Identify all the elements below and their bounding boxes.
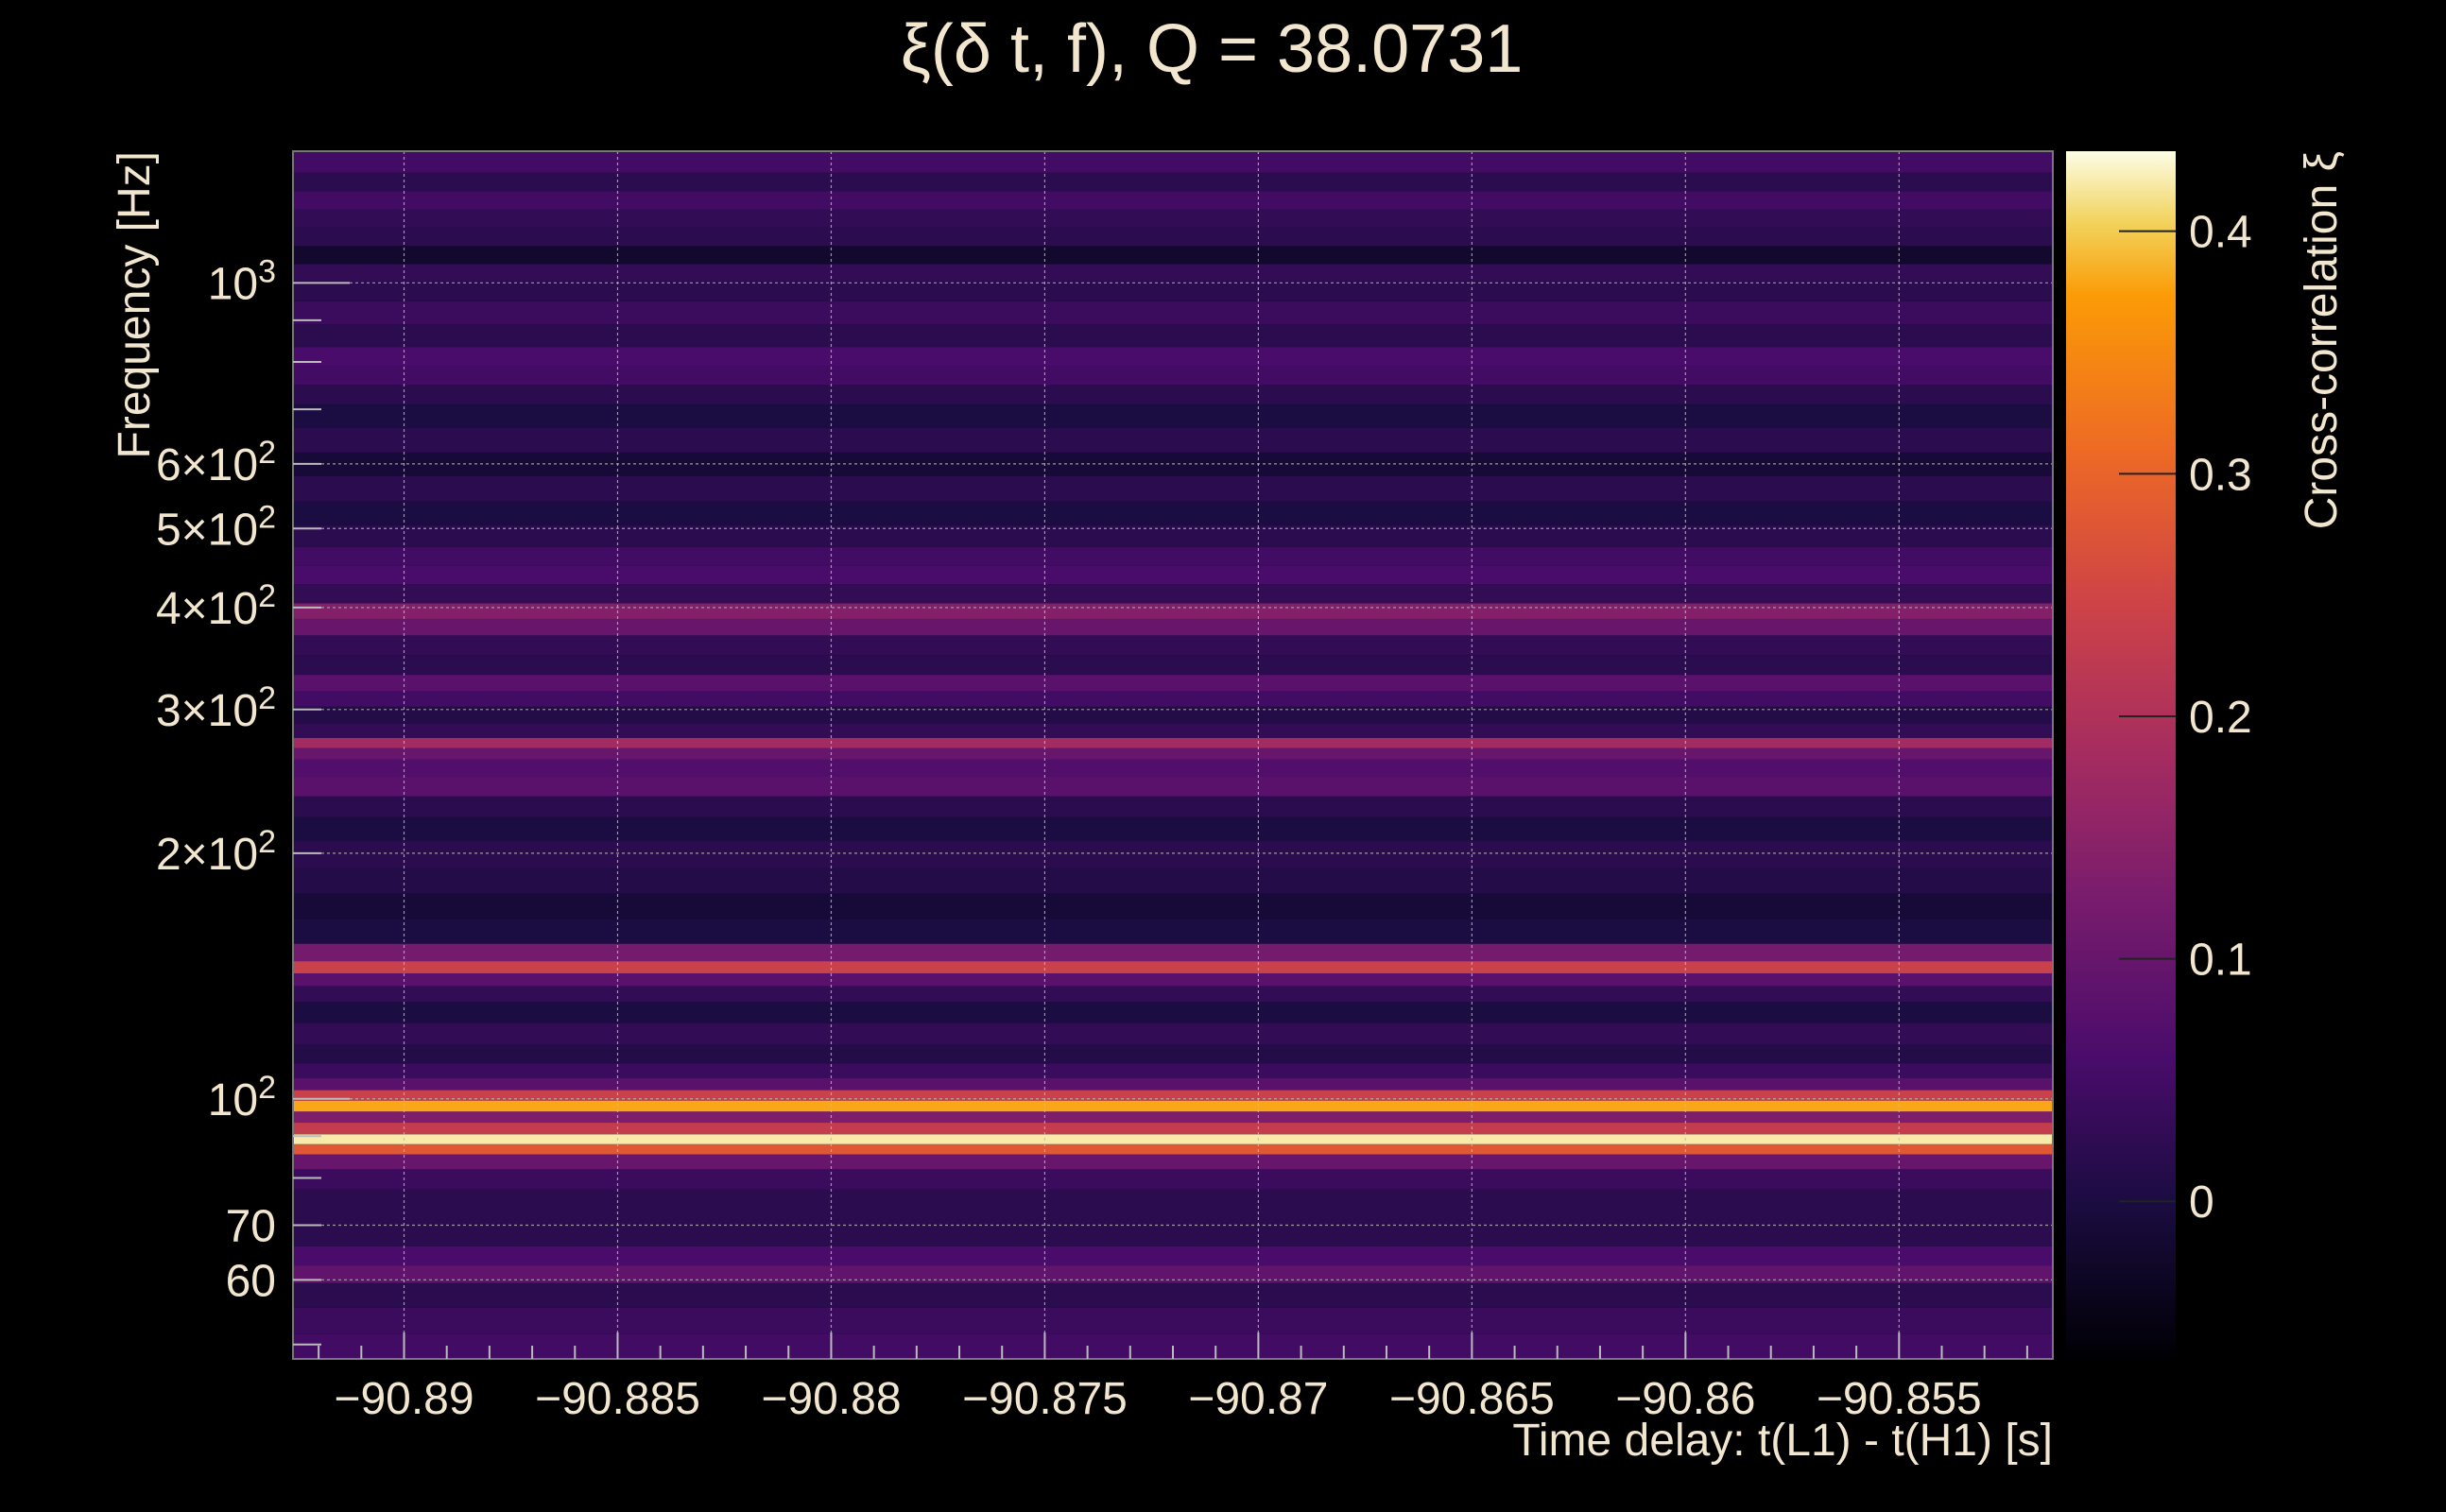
heatmap-band [293, 246, 2053, 265]
heatmap-band [293, 584, 2053, 604]
heatmap-band [293, 1022, 2053, 1045]
heatmap-band [293, 1154, 2053, 1170]
heatmap-band [293, 973, 2053, 987]
x-axis-label: Time delay: t(L1) - t(H1) [s] [1512, 1416, 2053, 1466]
heatmap-band [293, 385, 2053, 404]
x-axis: −90.89 −90.885 −90.88 −90.875 −90.87 −90.865 −… [318, 1332, 2028, 1424]
heatmap-band [293, 172, 2053, 192]
y-tick-label: 60 [226, 1256, 276, 1306]
heatmap-band [293, 1265, 2053, 1283]
heatmap-band [293, 565, 2053, 585]
heatmap-band [293, 1134, 2053, 1144]
colorbar-tick-label: 0.3 [2189, 450, 2252, 500]
heatmap-band [293, 776, 2053, 797]
heatmap-band [293, 191, 2053, 210]
heatmap-band [293, 1044, 2053, 1064]
heatmap-band [293, 675, 2053, 692]
x-tick-label: −90.89 [334, 1374, 474, 1424]
heatmap-band [293, 986, 2053, 1003]
heatmap-band [293, 1063, 2053, 1078]
grid-lines [293, 151, 2053, 1359]
heatmap-band [293, 366, 2053, 386]
heatmap-band [293, 209, 2053, 228]
colorbar-tick-label: 0 [2189, 1177, 2214, 1228]
heatmap-band [293, 603, 2053, 619]
heatmap-band [293, 501, 2053, 525]
y-tick-label: 3×102 [156, 680, 276, 736]
colorbar [2066, 151, 2176, 1359]
heatmap-band [293, 1002, 2053, 1023]
colorbar-axis: 0 0.1 0.2 0.3 0.4 [2119, 208, 2252, 1228]
heatmap-band [293, 1307, 2053, 1334]
heatmap-band [293, 1111, 2053, 1124]
x-tick-label: −90.88 [761, 1374, 901, 1424]
x-tick-label: −90.855 [1817, 1374, 1982, 1424]
heatmap-band [293, 943, 2053, 962]
heatmap-band [293, 324, 2053, 348]
x-tick-label: −90.865 [1389, 1374, 1555, 1424]
y-tick-label: 6×102 [156, 435, 276, 490]
heatmap-band [293, 227, 2053, 247]
x-tick-label: −90.885 [535, 1374, 700, 1424]
y-tick-label: 5×102 [156, 499, 276, 555]
heatmap-band [293, 1282, 2053, 1308]
y-tick-label: 102 [208, 1070, 276, 1125]
heatmap-band [293, 281, 2053, 301]
y-tick-label: 2×102 [156, 824, 276, 880]
heatmap-band [293, 475, 2053, 502]
colorbar-tick-label: 0.4 [2189, 208, 2252, 258]
heatmap-band [293, 618, 2053, 636]
heatmap-band [293, 867, 2053, 894]
x-tick-label: −90.87 [1188, 1374, 1328, 1424]
heatmap-band [293, 796, 2053, 817]
heatmap-band [293, 655, 2053, 676]
heatmap-band [293, 759, 2053, 777]
heatmap-band [293, 635, 2053, 656]
y-tick-label: 70 [226, 1202, 276, 1252]
heatmap-band [293, 747, 2053, 760]
heatmap-band [293, 546, 2053, 566]
x-tick-label: −90.875 [962, 1374, 1128, 1424]
heatmap-band [293, 427, 2053, 453]
heatmap-band [293, 301, 2053, 325]
y-axis-label: Frequency [Hz] [110, 151, 160, 458]
heatmap-band [293, 1100, 2053, 1112]
heatmap-band [293, 893, 2053, 919]
heatmap-band [293, 1090, 2053, 1101]
heatmap-band [293, 404, 2053, 428]
heatmap-band [293, 706, 2053, 724]
heatmap-band [293, 264, 2053, 282]
heatmap-band [293, 919, 2053, 944]
heatmap-band [293, 1077, 2053, 1091]
y-tick-label: 4×102 [156, 578, 276, 634]
heatmap-band [293, 1143, 2053, 1155]
x-tick-label: −90.86 [1615, 1374, 1755, 1424]
colorbar-label: Cross-correlation ξ [2297, 151, 2347, 529]
heatmap-band [293, 1123, 2053, 1135]
heatmap-band [293, 816, 2053, 841]
heatmap-band [293, 737, 2053, 748]
chart-title: ξ(δ t, f), Q = 38.0731 [901, 11, 1524, 87]
heatmap-band [293, 691, 2053, 707]
heatmap-cells [293, 151, 2053, 1359]
heatmap-band [293, 1189, 2053, 1219]
colorbar-tick-label: 0.1 [2189, 936, 2252, 986]
heatmap-band [293, 524, 2053, 547]
heatmap-band [293, 1246, 2053, 1266]
heatmap-band [293, 723, 2053, 738]
colorbar-tick-label: 0.2 [2189, 693, 2252, 743]
heatmap-band [293, 961, 2053, 974]
heatmap-band [293, 1218, 2053, 1246]
heatmap-band [293, 347, 2053, 367]
heatmap-band [293, 151, 2053, 173]
heatmap-band [293, 1169, 2053, 1190]
y-tick-label: 103 [208, 253, 276, 309]
